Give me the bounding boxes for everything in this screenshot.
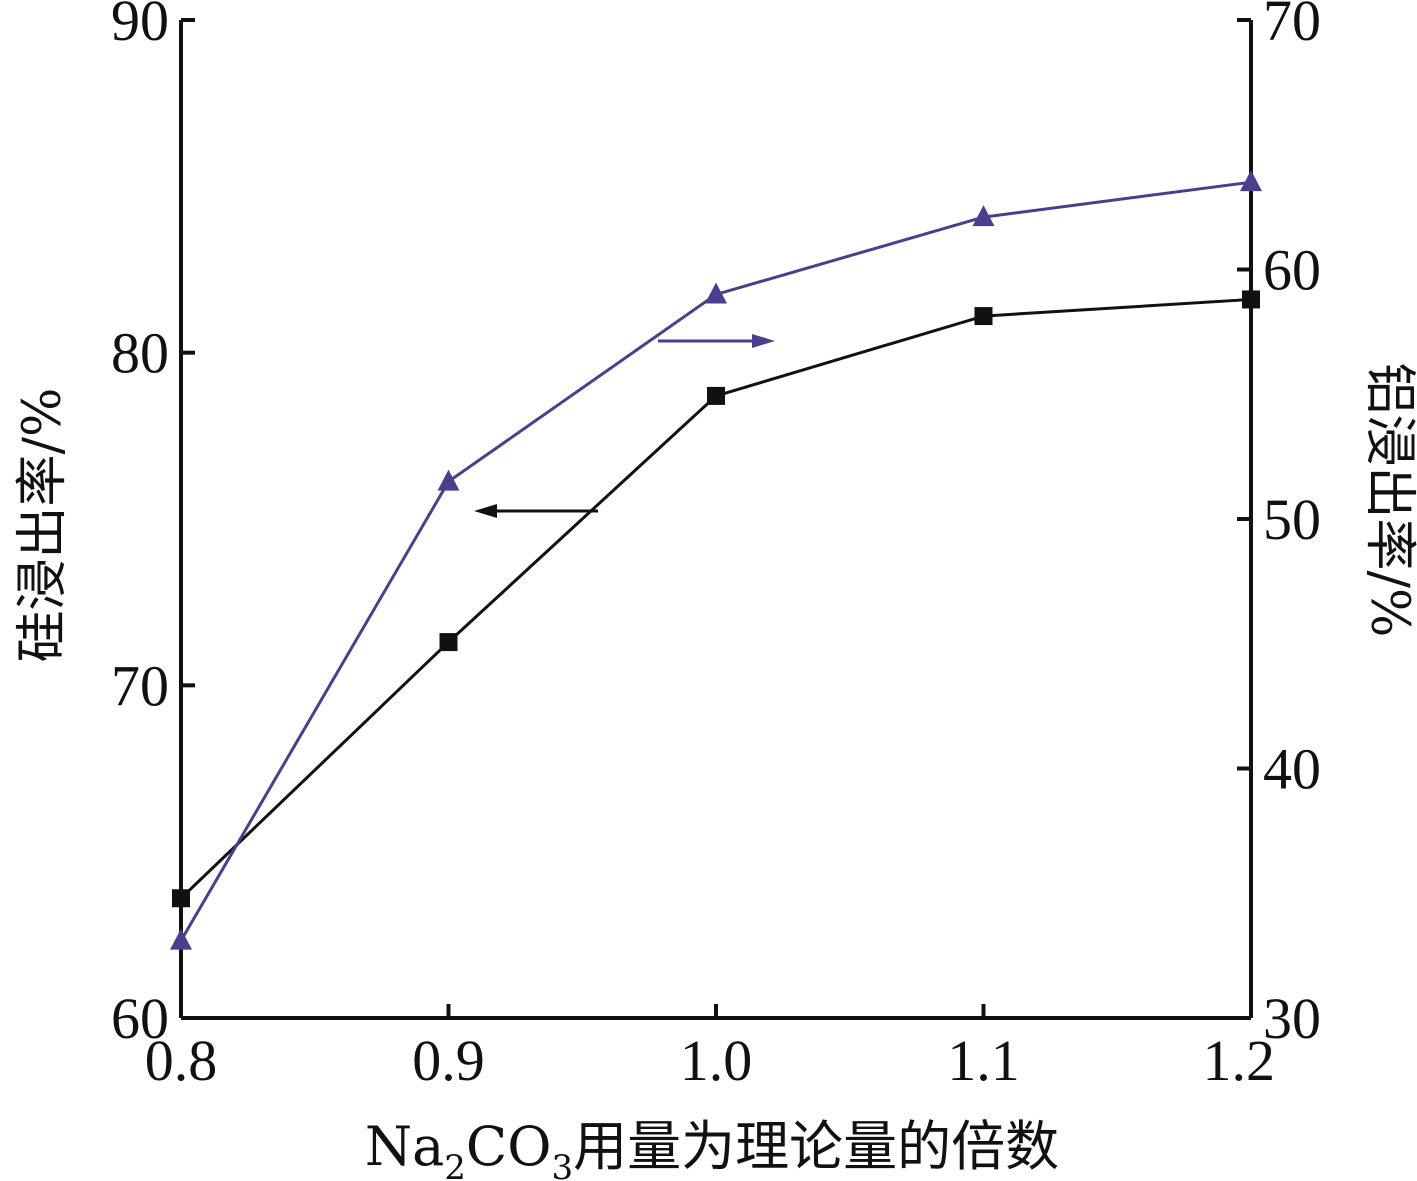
silicon-point-marker [707, 386, 725, 405]
x-tick-label: 0.8 [145, 1028, 218, 1093]
x-title-sub1: 2 [444, 1148, 466, 1181]
x-tick-label: 1.1 [947, 1028, 1020, 1093]
series-layer [170, 170, 1262, 950]
x-title-post: 用量为理论量的倍数 [573, 1115, 1059, 1178]
x-title-mid: CO [466, 1115, 552, 1178]
y-right-tick-label: 50 [1263, 487, 1321, 552]
silicon-point-marker [172, 889, 190, 908]
left-axis-arrow-head [474, 504, 497, 518]
x-title-sub2: 3 [552, 1148, 574, 1181]
aluminum-point-marker [705, 282, 727, 304]
labels: 硅浸出率/% 铝浸出率/% Na2CO3用量为理论量的倍数 [13, 363, 1417, 1181]
silicon-point-marker [1242, 290, 1260, 309]
x-axis-title: Na2CO3用量为理论量的倍数 [365, 1115, 1059, 1181]
silicon-point-marker [439, 633, 458, 652]
aluminum-point-marker [437, 469, 460, 491]
annotations [474, 334, 775, 518]
x-tick-label: 0.9 [412, 1028, 485, 1093]
y-right-tick-label: 60 [1263, 238, 1321, 303]
y-left-tick-label: 80 [111, 321, 169, 386]
y-left-tick-label: 70 [111, 653, 169, 718]
silicon-point-marker [974, 307, 993, 326]
right-axis-arrow-head [752, 334, 775, 348]
aluminum-point-marker [170, 928, 192, 950]
x-tick-label: 1.2 [1203, 1028, 1276, 1093]
axes: 60 70 80 90 30 40 50 60 70 0.8 0.9 1.0 1.1 1.2 [111, 0, 1321, 1093]
x-tick-label: 1.0 [680, 1028, 753, 1093]
aluminum-point-marker [972, 205, 995, 227]
aluminum-point-marker [1240, 170, 1262, 192]
y-axis-right-title: 铝浸出率/% [1359, 363, 1417, 638]
x-title-pre: Na [365, 1115, 444, 1178]
y-left-tick-label: 60 [111, 986, 169, 1051]
y-left-tick-label: 90 [111, 0, 169, 53]
y-right-tick-label: 40 [1263, 737, 1321, 802]
y-right-tick-label: 70 [1263, 0, 1321, 53]
y-right-tick-label: 30 [1263, 986, 1321, 1051]
y-axis-left-title: 硅浸出率/% [13, 388, 73, 663]
